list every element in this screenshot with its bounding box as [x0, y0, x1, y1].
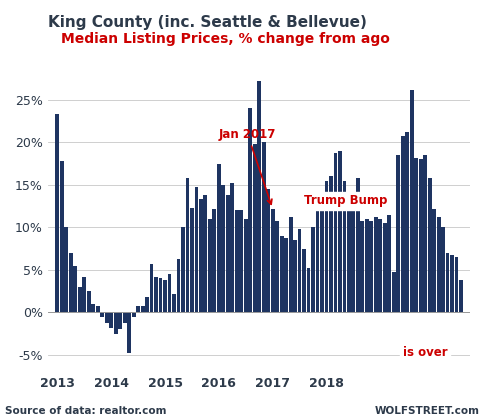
Bar — [445, 253, 449, 312]
Bar — [351, 194, 355, 312]
Bar — [181, 227, 184, 312]
Bar — [266, 189, 270, 312]
Bar — [100, 312, 104, 317]
Bar — [387, 215, 391, 312]
Bar — [423, 155, 426, 312]
Bar — [105, 312, 108, 323]
Bar — [436, 217, 439, 312]
Bar — [342, 181, 346, 312]
Bar — [293, 240, 296, 312]
Bar — [82, 277, 86, 312]
Bar — [212, 209, 216, 312]
Bar — [337, 151, 341, 312]
Bar — [427, 178, 431, 312]
Bar — [315, 199, 319, 312]
Text: Trump Bump: Trump Bump — [303, 194, 387, 207]
Bar — [208, 219, 212, 312]
Bar — [382, 223, 386, 312]
Bar — [458, 280, 462, 312]
Bar — [127, 312, 131, 353]
Bar — [64, 227, 68, 312]
Bar — [400, 135, 404, 312]
Bar — [413, 158, 417, 312]
Bar — [230, 183, 234, 312]
Bar — [319, 192, 323, 312]
Bar — [306, 268, 310, 312]
Bar — [346, 192, 350, 312]
Bar — [221, 185, 225, 312]
Bar — [140, 306, 144, 312]
Bar — [145, 297, 149, 312]
Bar — [405, 132, 408, 312]
Bar — [91, 304, 95, 312]
Bar — [69, 253, 73, 312]
Bar — [150, 264, 153, 312]
Bar — [454, 257, 457, 312]
Bar — [360, 221, 363, 312]
Bar — [158, 278, 162, 312]
Bar — [136, 306, 140, 312]
Text: Source of data: realtor.com: Source of data: realtor.com — [5, 406, 166, 416]
Bar — [87, 291, 91, 312]
Bar — [449, 255, 453, 312]
Bar — [190, 208, 194, 312]
Bar — [395, 155, 399, 312]
Bar — [118, 312, 122, 329]
Bar — [78, 287, 82, 312]
Bar — [234, 210, 238, 312]
Bar — [284, 237, 287, 312]
Bar — [252, 144, 256, 312]
Bar — [176, 259, 180, 312]
Bar — [378, 219, 381, 312]
Bar — [122, 312, 126, 323]
Bar — [109, 312, 113, 328]
Bar — [226, 195, 229, 312]
Bar — [369, 221, 373, 312]
Bar — [409, 90, 413, 312]
Bar — [154, 277, 158, 312]
Text: Jan 2017: Jan 2017 — [218, 127, 276, 204]
Bar — [248, 108, 252, 312]
Bar — [275, 221, 278, 312]
Bar — [391, 272, 395, 312]
Bar — [243, 219, 247, 312]
Bar — [324, 181, 328, 312]
Bar — [302, 249, 305, 312]
Text: Median Listing Prices, % change from ago: Median Listing Prices, % change from ago — [60, 32, 389, 46]
Bar — [96, 306, 100, 312]
Bar — [373, 217, 377, 312]
Bar — [333, 153, 337, 312]
Bar — [163, 280, 166, 312]
Bar — [239, 210, 242, 312]
Bar — [172, 294, 176, 312]
Bar — [355, 178, 359, 312]
Bar — [431, 209, 435, 312]
Text: King County (inc. Seattle & Bellevue): King County (inc. Seattle & Bellevue) — [48, 15, 366, 30]
Bar — [55, 115, 59, 312]
Bar — [216, 163, 220, 312]
Bar — [73, 266, 77, 312]
Bar — [418, 159, 422, 312]
Bar — [167, 274, 171, 312]
Bar — [288, 217, 292, 312]
Bar — [60, 161, 64, 312]
Bar — [328, 176, 332, 312]
Text: WOLFSTREET.com: WOLFSTREET.com — [375, 406, 479, 416]
Bar — [279, 236, 283, 312]
Bar — [132, 312, 135, 317]
Bar — [270, 209, 274, 312]
Bar — [203, 195, 207, 312]
Bar — [310, 227, 314, 312]
Bar — [114, 312, 117, 334]
Bar — [364, 219, 368, 312]
Bar — [194, 186, 198, 312]
Bar — [440, 227, 444, 312]
Bar — [198, 199, 202, 312]
Text: is over: is over — [402, 346, 447, 359]
Bar — [297, 229, 301, 312]
Bar — [261, 143, 265, 312]
Bar — [257, 81, 260, 312]
Bar — [185, 178, 189, 312]
